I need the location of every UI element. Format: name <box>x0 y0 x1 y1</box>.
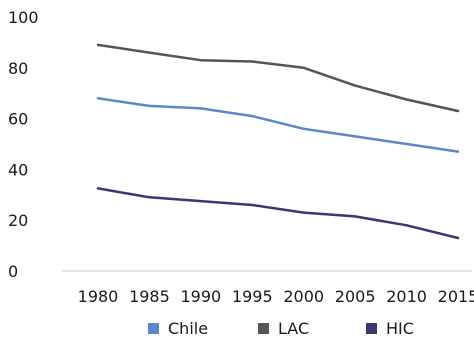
legend: Chile LAC HIC <box>148 319 414 338</box>
legend-swatch-lac <box>258 323 269 334</box>
x-tick-label: 1980 <box>78 287 119 306</box>
data-point-lac <box>456 109 460 113</box>
x-tick-label: 1985 <box>129 287 170 306</box>
x-tick-label: 2015 <box>438 287 474 306</box>
data-point-chile <box>302 127 305 130</box>
data-point-chile <box>353 135 357 138</box>
y-tick-label: 80 <box>8 59 28 78</box>
legend-label-lac: LAC <box>278 319 309 338</box>
y-tick-label: 0 <box>8 262 18 281</box>
data-point-chile <box>251 114 254 118</box>
x-tick-label: 2000 <box>283 287 324 306</box>
data-point-lac <box>251 60 254 63</box>
y-tick-label: 40 <box>8 160 28 179</box>
legend-item-chile: Chile <box>148 319 208 338</box>
series-lines <box>96 43 460 240</box>
x-tick-label: 1995 <box>232 287 273 306</box>
x-axis-ticks: 1980 1985 1990 1995 2000 2005 2010 2015 <box>78 287 474 306</box>
data-point-hic <box>456 236 460 240</box>
data-point-hic <box>302 211 305 214</box>
data-point-hic <box>405 224 408 227</box>
data-point-hic <box>251 203 254 207</box>
legend-label-hic: HIC <box>386 319 414 338</box>
x-tick-label: 1990 <box>180 287 221 306</box>
series-line-hic <box>96 187 460 240</box>
series-line-lac <box>96 43 460 113</box>
y-tick-label: 60 <box>8 110 28 129</box>
legend-swatch-chile <box>148 323 159 334</box>
data-point-chile <box>148 104 151 108</box>
data-point-lac <box>148 51 151 54</box>
data-point-hic <box>353 215 357 218</box>
data-point-chile <box>199 107 203 110</box>
data-point-chile <box>456 150 460 153</box>
data-point-chile <box>96 97 100 100</box>
data-point-hic <box>148 196 151 199</box>
legend-label-chile: Chile <box>168 319 208 338</box>
legend-item-hic: HIC <box>366 319 414 338</box>
data-point-hic <box>199 199 203 203</box>
data-point-hic <box>96 187 100 190</box>
legend-swatch-hic <box>366 323 377 334</box>
data-point-lac <box>302 66 305 70</box>
legend-item-lac: LAC <box>258 319 309 338</box>
data-point-lac <box>96 43 100 47</box>
series-line-chile <box>96 97 460 153</box>
y-tick-label: 20 <box>8 211 28 230</box>
data-point-lac <box>353 84 357 87</box>
x-tick-label: 2005 <box>335 287 376 306</box>
data-point-lac <box>405 98 408 101</box>
x-tick-label: 2010 <box>386 287 427 306</box>
data-point-lac <box>199 58 203 62</box>
data-point-chile <box>405 142 408 146</box>
y-axis-ticks: 0 20 40 60 80 100 <box>8 8 39 281</box>
y-tick-label: 100 <box>8 8 39 27</box>
